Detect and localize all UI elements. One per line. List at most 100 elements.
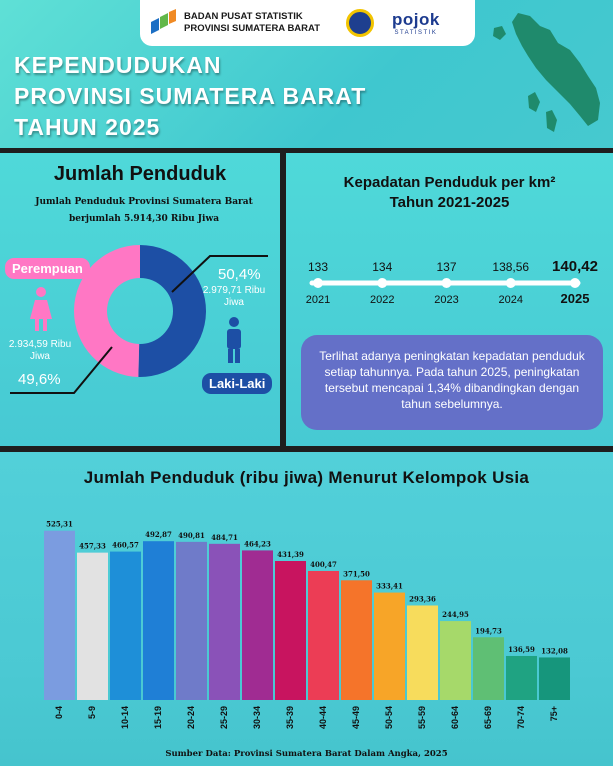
population-subtitle-line2: berjumlah 5.914,30 Ribu Jiwa <box>68 214 220 224</box>
density-title-line1: Kepadatan Penduduk per km² <box>343 174 556 191</box>
donut-male-slice <box>138 245 207 377</box>
bar-value-label: 484,71 <box>211 533 238 542</box>
bar-75+ <box>539 657 570 700</box>
pojok-sub: STATISTIK <box>394 30 438 36</box>
female-label: Perempuan <box>5 258 90 279</box>
x-tick-label: 40-44 <box>318 706 328 729</box>
sumatera-barat-map-icon <box>493 13 600 132</box>
male-person-icon <box>227 317 241 363</box>
density-year-2023: 2023 <box>434 294 458 306</box>
gender-donut-chart <box>10 245 268 394</box>
bar-value-label: 293,36 <box>409 594 436 603</box>
bar-value-label: 525,31 <box>46 520 73 529</box>
bps-logo-icon <box>151 9 176 34</box>
male-label: Laki-Laki <box>202 373 273 394</box>
male-value-line2: Jiwa <box>223 297 244 308</box>
x-tick-label: 75+ <box>549 706 559 721</box>
bar-5-9 <box>77 552 108 700</box>
density-value-2022: 134 <box>372 260 392 274</box>
bar-30-34 <box>242 550 273 700</box>
bar-10-14 <box>110 551 141 700</box>
population-subtitle: Jumlah Penduduk Provinsi Sumatera Barat … <box>20 194 268 228</box>
bar-35-39 <box>275 560 306 700</box>
bar-value-label: 457,33 <box>79 542 106 551</box>
org-line2: PROVINSI SUMATERA BARAT <box>184 23 320 34</box>
bar-value-label: 244,95 <box>442 610 469 619</box>
bar-45-49 <box>341 580 372 700</box>
age-chart-panel: Jumlah Penduduk (ribu jiwa) Menurut Kelo… <box>0 452 613 766</box>
bar-value-label: 460,57 <box>112 541 139 550</box>
female-person-icon <box>30 287 52 331</box>
pojok-word: pojok <box>392 10 440 29</box>
bar-value-label: 490,81 <box>178 531 205 540</box>
bar-value-label: 371,50 <box>343 569 370 578</box>
density-title-line2: Tahun 2021-2025 <box>389 194 510 211</box>
source-note: Sumber Data: Provinsi Sumatera Barat Dal… <box>165 749 448 759</box>
bar-value-label: 136,59 <box>508 645 535 654</box>
density-year-2021: 2021 <box>306 294 330 306</box>
bar-55-59 <box>407 605 438 700</box>
header-banner: BADAN PUSAT STATISTIK PROVINSI SUMATERA … <box>0 0 613 148</box>
male-value: 2.979,71 Ribu Jiwa <box>194 285 274 309</box>
density-year-2024: 2024 <box>499 294 523 306</box>
bar-value-label: 333,41 <box>376 582 403 591</box>
female-percentage: 49,6% <box>18 371 61 388</box>
density-year-2022: 2022 <box>370 294 394 306</box>
female-value: 2.934,59 Ribu Jiwa <box>0 339 80 363</box>
x-tick-label: 65-69 <box>483 706 493 729</box>
density-panel: Kepadatan Penduduk per km² Tahun 2021-20… <box>286 153 613 446</box>
density-value-2021: 133 <box>308 260 328 274</box>
bar-60-64 <box>440 621 471 700</box>
density-point-2025 <box>570 278 580 288</box>
page-title: KEPENDUDUKAN PROVINSI SUMATERA BARAT TAH… <box>14 50 366 143</box>
density-point-2022 <box>377 278 388 288</box>
bar-15-19 <box>143 541 174 700</box>
density-value-2023: 137 <box>436 260 456 274</box>
x-tick-label: 30-34 <box>252 706 262 729</box>
donut-female-slice <box>74 245 140 377</box>
female-value-line2: Jiwa <box>29 351 50 362</box>
density-value-2024: 138,56 <box>492 260 529 274</box>
title-line3: TAHUN 2025 <box>14 114 161 140</box>
density-value-2025: 140,42 <box>552 258 598 275</box>
bar-70-74 <box>506 655 537 700</box>
logo-bar: BADAN PUSAT STATISTIK PROVINSI SUMATERA … <box>140 0 475 46</box>
population-panel: Jumlah Penduduk Jumlah Penduduk Provinsi… <box>0 153 280 446</box>
bar-value-label: 132,08 <box>541 646 568 655</box>
bar-65-69 <box>473 637 504 700</box>
bar-value-label: 400,47 <box>310 560 337 569</box>
density-title: Kepadatan Penduduk per km² Tahun 2021-20… <box>286 173 613 213</box>
x-tick-label: 15-19 <box>153 706 163 729</box>
bar-25-29 <box>209 543 240 700</box>
pojok-statistik-logo: pojok STATISTIK <box>392 10 440 36</box>
x-tick-label: 55-59 <box>417 706 427 729</box>
x-tick-label: 45-49 <box>351 706 361 729</box>
x-tick-label: 0-4 <box>54 706 64 719</box>
bar-40-44 <box>308 570 339 700</box>
x-tick-label: 35-39 <box>285 706 295 729</box>
age-bar-chart: 525,31 0-4 457,33 5-9 460,57 10-14 492,87 15-19… <box>44 520 570 729</box>
female-leader-line <box>10 346 113 394</box>
male-percentage: 50,4% <box>218 266 261 283</box>
x-tick-label: 70-74 <box>516 706 526 729</box>
density-note: Terlihat adanya peningkatan kepadatan pe… <box>301 335 603 430</box>
density-year-2025: 2025 <box>561 291 590 306</box>
x-tick-label: 60-64 <box>450 706 460 729</box>
bar-20-24 <box>176 541 207 700</box>
bar-value-label: 492,87 <box>145 530 172 539</box>
density-point-2023 <box>441 278 452 288</box>
male-leader-line <box>171 255 268 293</box>
title-line2: PROVINSI SUMATERA BARAT <box>14 83 367 109</box>
chart-title: Jumlah Penduduk (ribu jiwa) Menurut Kelo… <box>83 468 530 487</box>
x-tick-label: 10-14 <box>120 706 130 729</box>
x-tick-label: 50-54 <box>384 706 394 729</box>
bar-50-54 <box>374 592 405 700</box>
population-title: Jumlah Penduduk <box>53 163 227 185</box>
density-point-2024 <box>505 278 516 288</box>
bar-value-label: 464,23 <box>244 539 271 548</box>
x-tick-label: 25-29 <box>219 706 229 729</box>
org-line1: BADAN PUSAT STATISTIK <box>184 11 303 22</box>
bar-0-4 <box>44 530 75 700</box>
bar-value-label: 194,73 <box>475 626 502 635</box>
population-subtitle-line1: Jumlah Penduduk Provinsi Sumatera Barat <box>35 197 253 207</box>
